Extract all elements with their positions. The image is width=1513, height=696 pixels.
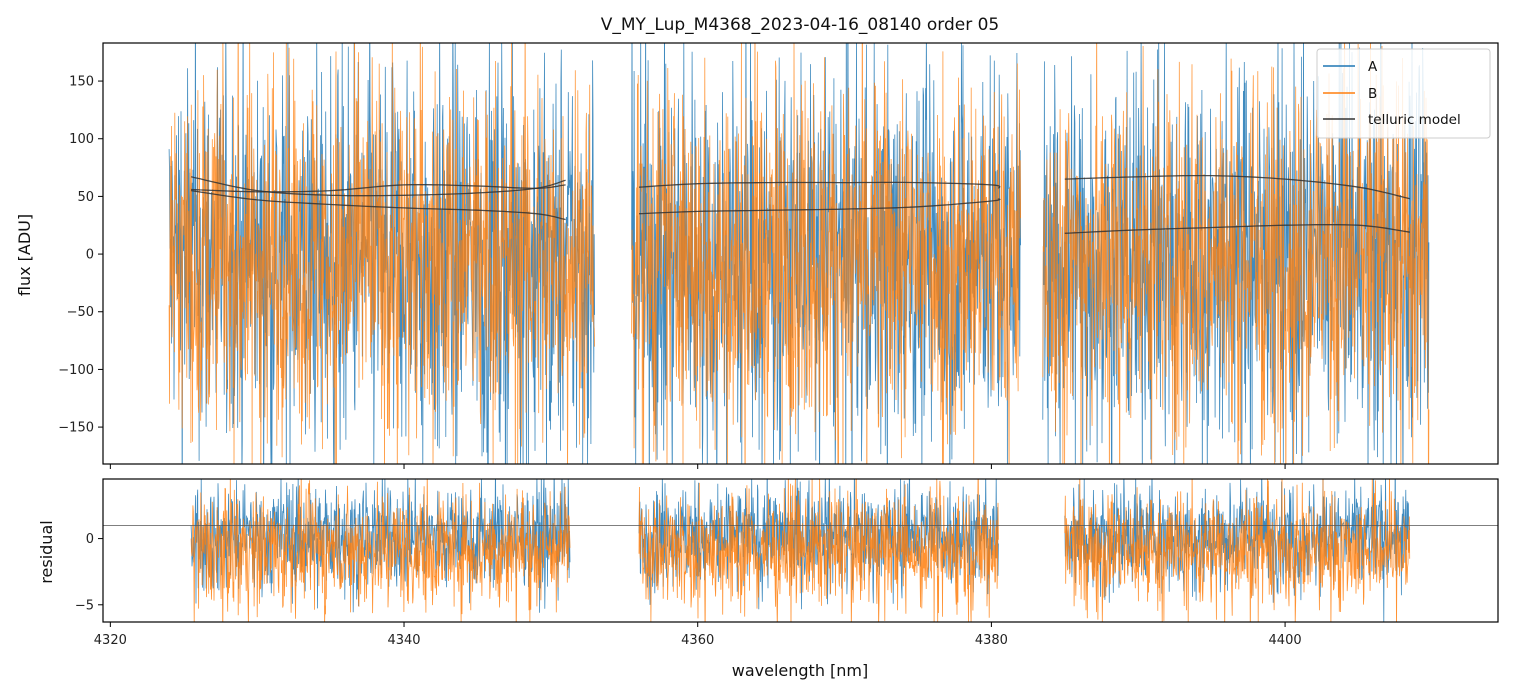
x-tick-label: 4320 <box>94 633 127 648</box>
top-y-axis-label: flux [ADU] <box>15 214 34 296</box>
bottom-y-tick-label: −5 <box>75 598 94 613</box>
top-y-tick-label: 50 <box>77 190 94 205</box>
top-y-tick-label: 100 <box>69 132 94 147</box>
telluric-model-curve-3 <box>191 189 566 221</box>
x-axis-label: wavelength [nm] <box>732 661 869 680</box>
x-tick-label: 4400 <box>1269 633 1302 648</box>
bottom-x-axis: 4320 4340 4360 4380 4400 <box>94 622 1302 648</box>
telluric-model-curve-6 <box>1064 174 1411 200</box>
residual-b-segment-2 <box>638 479 999 622</box>
chart-title: V_MY_Lup_M4368_2023-04-16_08140 order 05 <box>601 15 1000 35</box>
top-y-tick-label: −100 <box>58 363 94 378</box>
top-axes-frame <box>102 42 1499 465</box>
top-y-tick-label: −50 <box>67 305 94 320</box>
bottom-y-axis: −5 0 <box>75 532 103 613</box>
series-a-segment-3 <box>1042 43 1430 464</box>
residual-a-segment-3 <box>1064 479 1411 622</box>
top-x-axis <box>109 464 1286 469</box>
bottom-axes-frame <box>102 478 1499 623</box>
series-b-segment-3 <box>1042 43 1430 464</box>
top-y-tick-label: 0 <box>86 248 94 263</box>
telluric-model-curve-5 <box>638 198 1001 215</box>
series-b-segment-1 <box>168 43 595 464</box>
x-tick-label: 4360 <box>681 633 714 648</box>
bottom-panel: −5 0 4320 4340 4360 4380 4400 residual wavele… <box>37 478 1499 680</box>
x-tick-label: 4340 <box>387 633 420 648</box>
legend-label-a: A <box>1368 59 1378 75</box>
legend-label-b: B <box>1368 86 1377 102</box>
top-plot-area <box>168 43 1430 464</box>
bottom-plot-area <box>103 479 1498 622</box>
telluric-model-curve-2 <box>191 183 566 193</box>
telluric-model-curve-4 <box>638 181 1001 189</box>
series-b-segment-2 <box>631 43 1021 464</box>
top-y-axis: −150 −100 −50 0 50 100 150 <box>58 75 103 436</box>
residual-b-segment-3 <box>1064 479 1411 622</box>
top-y-tick-label: 150 <box>69 75 94 90</box>
residual-b-segment-1 <box>190 479 571 622</box>
legend: A B telluric model <box>1316 48 1491 139</box>
bottom-y-tick-label: 0 <box>86 532 94 547</box>
telluric-model-curve-7 <box>1064 223 1411 234</box>
bottom-y-axis-label: residual <box>37 520 56 583</box>
legend-label-telluric: telluric model <box>1368 112 1461 128</box>
x-tick-label: 4380 <box>975 633 1008 648</box>
legend-box <box>1316 48 1491 139</box>
top-y-tick-label: −150 <box>58 421 94 436</box>
top-panel: V_MY_Lup_M4368_2023-04-16_08140 order 05… <box>15 15 1499 469</box>
